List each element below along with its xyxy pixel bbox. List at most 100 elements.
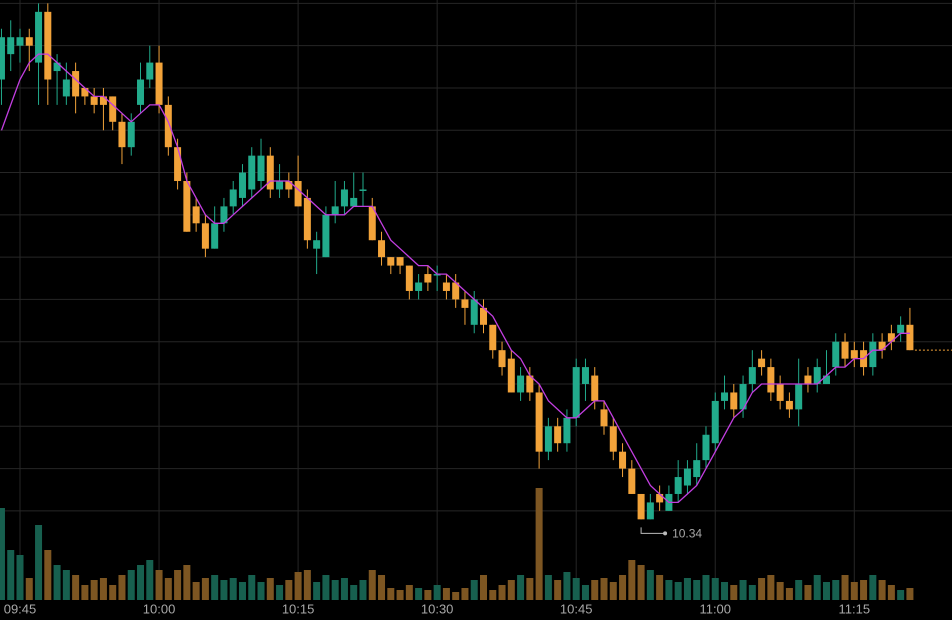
candle-body: [748, 367, 756, 385]
volume-bar: [748, 585, 756, 600]
volume-bar: [81, 585, 89, 600]
candle-body: [517, 375, 525, 393]
volume-bar: [276, 585, 284, 600]
volume-bar: [878, 580, 886, 600]
candle-body: [619, 451, 627, 469]
candle-body: [461, 299, 469, 308]
candle-body: [442, 282, 450, 291]
candle-body: [702, 434, 710, 461]
candle-body: [109, 96, 117, 122]
candle-body: [544, 426, 552, 452]
volume-bar: [424, 590, 432, 600]
volume-bar: [609, 582, 617, 600]
candle-body: [322, 214, 330, 258]
candle-body: [628, 468, 636, 494]
volume-bar: [238, 582, 246, 600]
volume-bar: [461, 588, 469, 600]
volume-bar: [155, 570, 163, 600]
candle-body: [721, 392, 729, 401]
volume-bar: [581, 585, 589, 600]
volume-bar: [498, 585, 506, 600]
candle-body: [758, 358, 766, 368]
candle-body: [238, 172, 246, 198]
candle-body: [313, 240, 321, 249]
x-tick-label: 10:45: [560, 601, 593, 616]
volume-bar: [368, 570, 376, 600]
volume-bar: [739, 580, 747, 600]
volume-bar: [378, 575, 386, 600]
candle-body: [785, 400, 793, 410]
volume-bar: [220, 580, 228, 600]
volume-bar: [767, 575, 775, 600]
candle-body: [72, 71, 80, 97]
volume-bar: [832, 580, 840, 600]
candle-body: [174, 147, 182, 182]
candle-body: [711, 400, 719, 444]
candle-body: [832, 341, 840, 368]
volume-bar: [795, 580, 803, 600]
volume-bar: [869, 575, 877, 600]
volume-bar: [183, 565, 191, 600]
volume-bar: [396, 590, 404, 600]
x-tick-label: 10:00: [143, 601, 176, 616]
candle-body: [25, 37, 33, 46]
candle-body: [340, 189, 348, 207]
volume-bar: [526, 578, 534, 600]
volume-bar: [248, 575, 256, 600]
candle-body: [266, 155, 274, 190]
volume-bar: [257, 582, 265, 600]
volume-bar: [340, 578, 348, 600]
candle-body: [359, 189, 367, 191]
candle-body: [581, 367, 589, 385]
volume-bar: [822, 582, 830, 600]
volume-bar: [72, 575, 80, 600]
candle-body: [220, 206, 228, 224]
candle-body: [0, 37, 5, 80]
volume-bar: [146, 560, 154, 600]
candle-body: [146, 62, 154, 80]
candle-body: [164, 104, 172, 148]
candle-body: [137, 79, 145, 105]
candle-body: [489, 324, 497, 351]
candle-body: [841, 341, 849, 359]
volume-bar: [544, 575, 552, 600]
candle-body: [869, 341, 877, 368]
candle-body: [81, 87, 89, 97]
candle-body: [693, 460, 701, 478]
candle-body: [804, 375, 812, 385]
volume-bar: [174, 570, 182, 600]
candle-body: [118, 121, 126, 148]
volume-bar: [785, 588, 793, 600]
volume-bar: [201, 578, 209, 600]
low-marker: [640, 527, 666, 534]
volume-bar: [600, 578, 608, 600]
volume-bar: [7, 550, 15, 600]
volume-bar: [850, 582, 858, 600]
volume-bar: [313, 582, 321, 600]
candle-body: [415, 282, 423, 291]
candle-body: [470, 299, 478, 325]
volume-bar: [266, 578, 274, 600]
volume-bar: [109, 585, 117, 600]
volume-bar: [535, 488, 543, 600]
volume-bar: [674, 582, 682, 600]
candle-body: [62, 79, 70, 97]
candle-body: [887, 333, 895, 342]
volume-bar: [44, 550, 52, 600]
volume-bar: [860, 580, 868, 600]
volume-bar: [897, 590, 905, 600]
volume-bar: [16, 555, 24, 600]
volume-bar: [507, 580, 515, 600]
x-tick-label: 10:15: [282, 601, 315, 616]
volume-bar: [99, 578, 107, 600]
candle-body: [7, 37, 15, 55]
volume-bar: [35, 525, 43, 600]
volume-bar: [517, 575, 525, 600]
x-tick-label: 11:00: [699, 601, 731, 616]
volume-bar: [572, 578, 580, 600]
candle-body: [127, 121, 135, 148]
candle-body: [387, 257, 395, 266]
candle-body: [822, 375, 830, 385]
candle-body: [452, 282, 460, 300]
